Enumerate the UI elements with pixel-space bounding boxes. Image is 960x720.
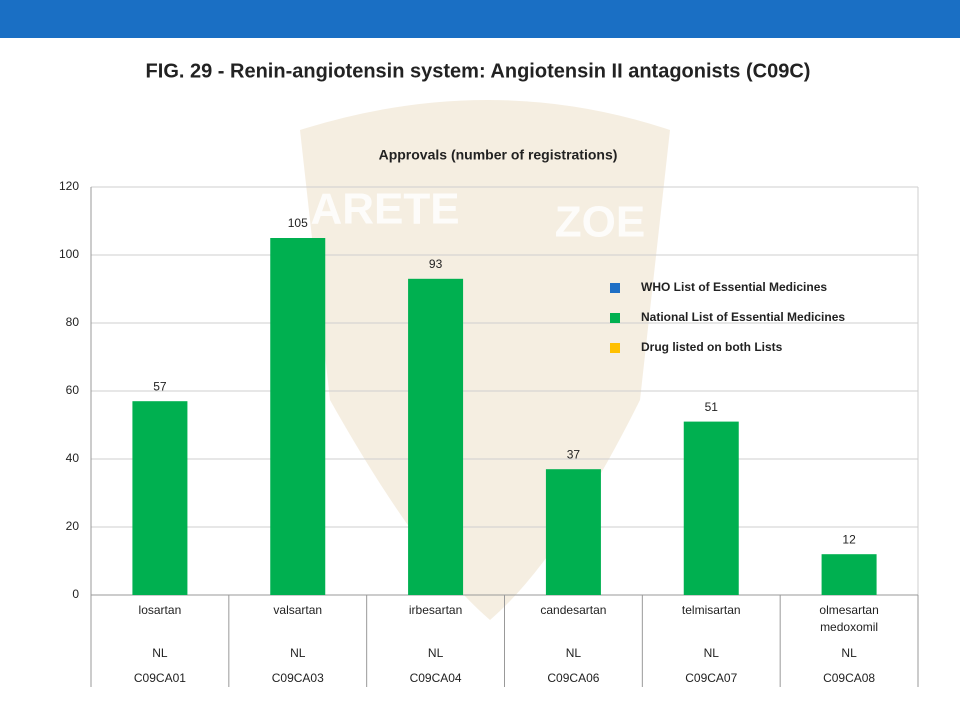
atc-code: C09CA07	[685, 671, 738, 685]
list-status: NL	[565, 646, 582, 660]
data-label: 51	[705, 400, 719, 414]
list-status: NL	[841, 646, 857, 660]
bar	[408, 278, 464, 595]
y-tick-label: 60	[66, 383, 80, 397]
y-tick-label: 80	[66, 315, 80, 329]
bar	[270, 238, 326, 595]
atc-code: C09CA03	[271, 671, 324, 685]
bar	[821, 554, 877, 595]
list-status: NL	[427, 646, 444, 660]
bar	[683, 421, 739, 595]
x-tick-label: irbesartan	[408, 603, 463, 617]
data-label: 12	[842, 532, 856, 546]
bar	[545, 469, 601, 595]
data-label: 37	[567, 447, 581, 461]
legend-swatch	[610, 313, 620, 323]
atc-code: C09CA08	[823, 671, 876, 685]
list-status: NL	[703, 646, 719, 660]
y-tick-label: 0	[72, 587, 79, 601]
watermark-text: ZOE	[555, 198, 645, 247]
x-tick-label: telmisartan	[681, 603, 741, 617]
chart-title: FIG. 29 - Renin-angiotensin system: Angi…	[146, 60, 811, 82]
legend-label: WHO List of Essential Medicines	[641, 280, 827, 294]
list-status: NL	[152, 646, 168, 660]
y-tick-label: 20	[66, 519, 80, 533]
y-tick-label: 40	[66, 451, 80, 465]
y-tick-label: 120	[59, 179, 79, 193]
legend-label: Drug listed on both Lists	[641, 340, 783, 354]
atc-code: C09CA06	[547, 671, 600, 685]
watermark-shield	[300, 100, 670, 620]
x-tick-label: losartan	[138, 603, 182, 617]
data-label: 105	[288, 216, 308, 230]
legend-swatch	[610, 343, 620, 353]
list-status: NL	[290, 646, 306, 660]
x-tick-label: olmesartan medoxomil	[819, 603, 879, 634]
header-bar	[0, 0, 960, 38]
x-tick-label: valsartan	[273, 603, 323, 617]
chart-subtitle: Approvals (number of registrations)	[379, 147, 618, 163]
x-tick-label: candesartan	[540, 603, 607, 617]
watermark-text: ARETE	[310, 185, 459, 234]
legend-label: National List of Essential Medicines	[641, 310, 845, 324]
data-label: 57	[153, 379, 167, 393]
legend-swatch	[610, 283, 620, 293]
y-tick-label: 100	[59, 247, 79, 261]
bar	[132, 401, 188, 595]
data-label: 93	[429, 257, 443, 271]
atc-code: C09CA04	[409, 671, 462, 685]
atc-code: C09CA01	[133, 671, 186, 685]
